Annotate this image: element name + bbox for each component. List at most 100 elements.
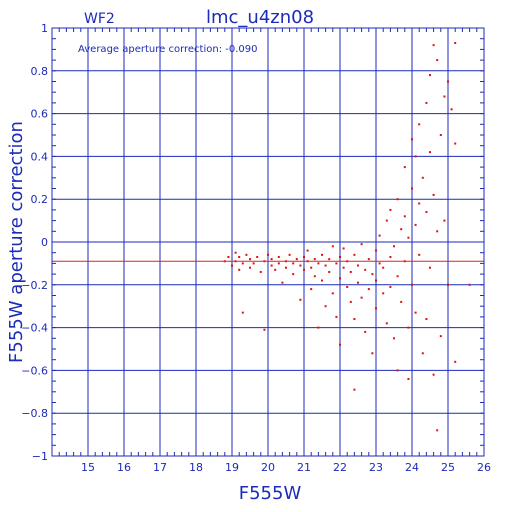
panel-label: WF2 — [84, 11, 115, 27]
data-point — [231, 264, 233, 267]
data-point — [227, 255, 230, 258]
x-tick-16: 16 — [117, 461, 131, 474]
data-point — [407, 236, 410, 239]
grid — [51, 27, 485, 457]
data-point — [245, 253, 248, 256]
data-point — [454, 360, 457, 363]
data-point — [234, 251, 237, 254]
data-point — [252, 262, 255, 265]
data-point — [367, 258, 370, 261]
x-tick-23: 23 — [369, 461, 383, 474]
data-point — [357, 264, 359, 267]
y-tick-2: 0.6 — [31, 108, 49, 121]
data-point — [389, 208, 392, 211]
data-point — [393, 337, 395, 340]
data-point — [317, 262, 320, 265]
y-tick-4: 0.2 — [31, 193, 49, 206]
data-point — [328, 270, 331, 273]
data-point — [339, 255, 341, 258]
data-point — [421, 176, 424, 179]
x-tick-15: 15 — [81, 461, 95, 474]
data-point — [389, 285, 392, 288]
data-point — [385, 322, 388, 325]
x-tick-17: 17 — [153, 461, 167, 474]
data-point — [468, 283, 471, 286]
data-point — [259, 270, 262, 273]
data-point — [238, 255, 241, 258]
data-point — [331, 292, 334, 295]
data-point — [353, 318, 356, 321]
data-point — [432, 373, 435, 376]
data-point — [285, 266, 287, 269]
y-tick-6: −0.2 — [21, 279, 48, 292]
data-point — [432, 44, 435, 47]
x-tick-24: 24 — [405, 461, 419, 474]
data-point — [277, 255, 280, 258]
data-point — [360, 243, 363, 246]
data-point — [400, 300, 403, 303]
y-tick-8: −0.6 — [21, 364, 48, 377]
data-point — [274, 268, 277, 271]
data-point — [310, 288, 313, 291]
data-point — [450, 108, 453, 111]
x-tick-19: 19 — [225, 461, 239, 474]
data-point — [324, 305, 327, 308]
data-point — [295, 258, 298, 261]
data-point — [429, 74, 431, 77]
data-point — [339, 277, 341, 280]
data-point — [378, 262, 381, 265]
data-point — [403, 166, 406, 169]
data-point — [425, 101, 428, 104]
data-point — [371, 273, 374, 276]
y-tick-10: −1 — [32, 450, 48, 463]
data-point — [241, 262, 244, 265]
data-point — [321, 279, 323, 282]
data-point — [443, 95, 446, 98]
x-tick-21: 21 — [297, 461, 311, 474]
data-point — [411, 283, 413, 286]
data-point — [317, 326, 320, 329]
data-point — [249, 266, 251, 269]
x-tick-18: 18 — [189, 461, 203, 474]
data-point — [396, 275, 399, 278]
data-point — [241, 311, 244, 314]
data-point — [267, 253, 269, 256]
data-point — [418, 123, 421, 126]
data-point — [353, 253, 356, 256]
data-point — [288, 253, 291, 256]
data-point — [447, 283, 449, 286]
y-tick-3: 0.4 — [31, 150, 49, 163]
data-point — [349, 270, 352, 273]
y-tick-labels: 1 0.8 0.6 0.4 0.2 0 −0.2 −0.4 −0.6 −0.8 −1 — [21, 22, 48, 463]
data-point — [256, 255, 259, 258]
data-point — [292, 262, 295, 265]
data-point — [299, 264, 302, 267]
data-point — [321, 253, 323, 256]
data-point — [403, 215, 406, 218]
data-point — [439, 134, 442, 136]
data-point — [429, 151, 431, 154]
y-axis-label: F555W aperture correction — [6, 121, 27, 363]
data-point — [238, 268, 241, 271]
data-point — [393, 245, 395, 248]
data-point — [411, 138, 413, 141]
data-point — [396, 198, 399, 201]
data-point — [270, 264, 273, 267]
data-point — [407, 326, 410, 329]
data-point — [375, 307, 377, 310]
data-point — [439, 335, 442, 338]
data-point — [346, 285, 349, 288]
data-point — [292, 273, 295, 276]
data-point — [385, 219, 388, 222]
data-point — [306, 249, 309, 252]
plot-frame — [51, 27, 485, 457]
data-point — [281, 281, 284, 284]
data-point — [324, 264, 327, 267]
data-point — [436, 230, 439, 233]
data-point — [249, 258, 251, 261]
data-point — [331, 245, 334, 248]
data-point — [425, 318, 428, 321]
data-points — [223, 41, 471, 432]
data-point — [357, 281, 359, 284]
data-point — [303, 255, 305, 258]
